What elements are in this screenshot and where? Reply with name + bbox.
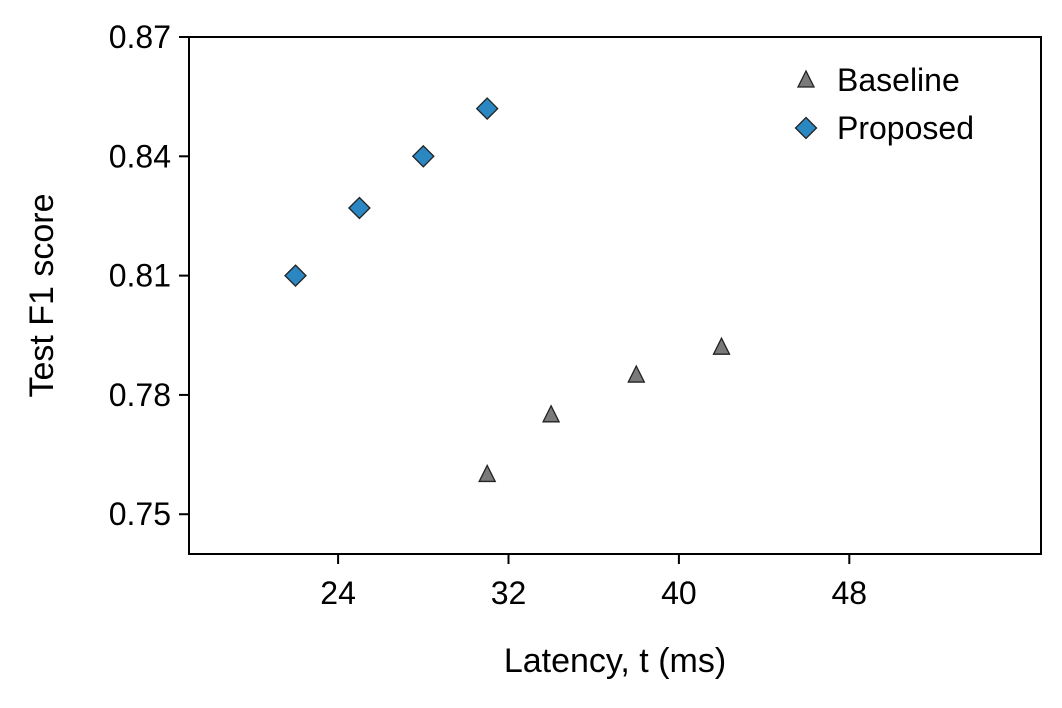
data-points <box>284 97 731 483</box>
proposed-point <box>347 196 371 220</box>
legend: Baseline Proposed <box>794 62 974 146</box>
legend-baseline-label: Baseline <box>837 62 960 98</box>
baseline-point <box>712 336 731 355</box>
baseline-point <box>478 464 497 483</box>
y-tick-label: 0.81 <box>109 258 171 294</box>
y-axis-title: Test F1 score <box>23 193 61 397</box>
x-axis-title: Latency, t (ms) <box>504 642 726 680</box>
y-tick-label: 0.78 <box>109 377 171 413</box>
proposed-point <box>411 144 435 168</box>
x-tick-label: 32 <box>491 575 527 611</box>
x-axis-ticks: 24 32 40 48 <box>320 554 867 611</box>
legend-proposed-label: Proposed <box>837 110 974 146</box>
y-axis-ticks: 0.75 0.78 0.81 0.84 0.87 <box>109 19 189 532</box>
baseline-point <box>542 404 561 423</box>
legend-baseline-marker <box>796 69 816 88</box>
baseline-point <box>627 364 646 383</box>
x-tick-label: 24 <box>320 575 356 611</box>
x-tick-label: 40 <box>661 575 697 611</box>
y-tick-label: 0.75 <box>109 496 171 532</box>
proposed-point <box>284 264 307 288</box>
y-tick-label: 0.87 <box>109 19 171 55</box>
legend-proposed-marker <box>794 116 818 140</box>
y-tick-label: 0.84 <box>109 138 171 174</box>
x-tick-label: 48 <box>832 575 868 611</box>
proposed-point <box>475 97 499 121</box>
plot-frame <box>188 36 1042 555</box>
